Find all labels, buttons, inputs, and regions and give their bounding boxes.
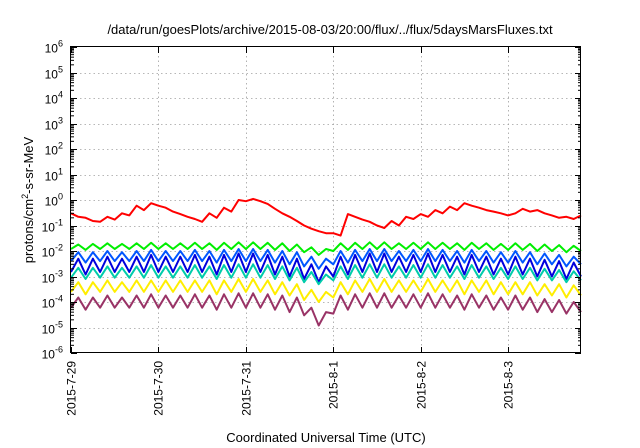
y-tick-label: 10-6 — [42, 345, 63, 362]
x-tick-label: 2015-7-29 — [65, 361, 79, 416]
y-axis-label-units: -s-sr-MeV — [21, 136, 36, 193]
y-tick-label: 10-1 — [42, 218, 63, 235]
series-line — [70, 263, 582, 286]
y-tick-label: 100 — [45, 192, 63, 209]
y-tick-label: 102 — [45, 141, 63, 158]
grid-lines — [71, 47, 581, 353]
series-line — [70, 278, 582, 303]
y-tick-label: 10-3 — [42, 269, 63, 286]
series-lines — [70, 197, 582, 327]
y-tick-label: 105 — [45, 65, 63, 82]
y-tick-label: 10-4 — [42, 294, 63, 311]
axis-ticks — [71, 47, 581, 354]
plot-frame — [70, 46, 581, 353]
y-axis-label-main: protons/cm — [21, 199, 36, 263]
x-axis-tick-labels: 2015-7-29 2015-7-30 2015-7-31 2015-8-1 2015-… — [65, 361, 516, 416]
y-axis-label-superscript: 2 — [20, 194, 30, 199]
x-axis-label: Coordinated Universal Time (UTC) — [226, 430, 425, 445]
x-tick-label: 2015-8-3 — [502, 361, 516, 409]
y-tick-label: 106 — [45, 39, 63, 56]
y-tick-label: 10-2 — [42, 243, 63, 260]
x-tick-label: 2015-8-2 — [415, 361, 429, 409]
series-line — [70, 252, 582, 284]
x-tick-label: 2015-8-1 — [327, 361, 341, 409]
y-tick-label: 103 — [45, 116, 63, 133]
x-tick-label: 2015-7-31 — [240, 361, 254, 416]
series-line — [70, 241, 582, 256]
chart-title: /data/run/goesPlots/archive/2015-08-03/2… — [107, 22, 553, 37]
y-tick-label: 10-5 — [42, 320, 63, 337]
x-tick-label: 2015-7-30 — [152, 361, 166, 416]
series-line — [70, 197, 582, 237]
y-axis-tick-labels: 10-6 10-5 10-4 10-3 10-2 10-1 100 101 102 103 104 1… — [42, 39, 63, 362]
y-axis-label: protons/cm2-s-sr-MeV — [20, 136, 36, 263]
y-tick-label: 104 — [45, 90, 63, 107]
series-line — [70, 292, 582, 327]
y-tick-label: 101 — [45, 167, 63, 184]
series-line — [70, 248, 582, 270]
